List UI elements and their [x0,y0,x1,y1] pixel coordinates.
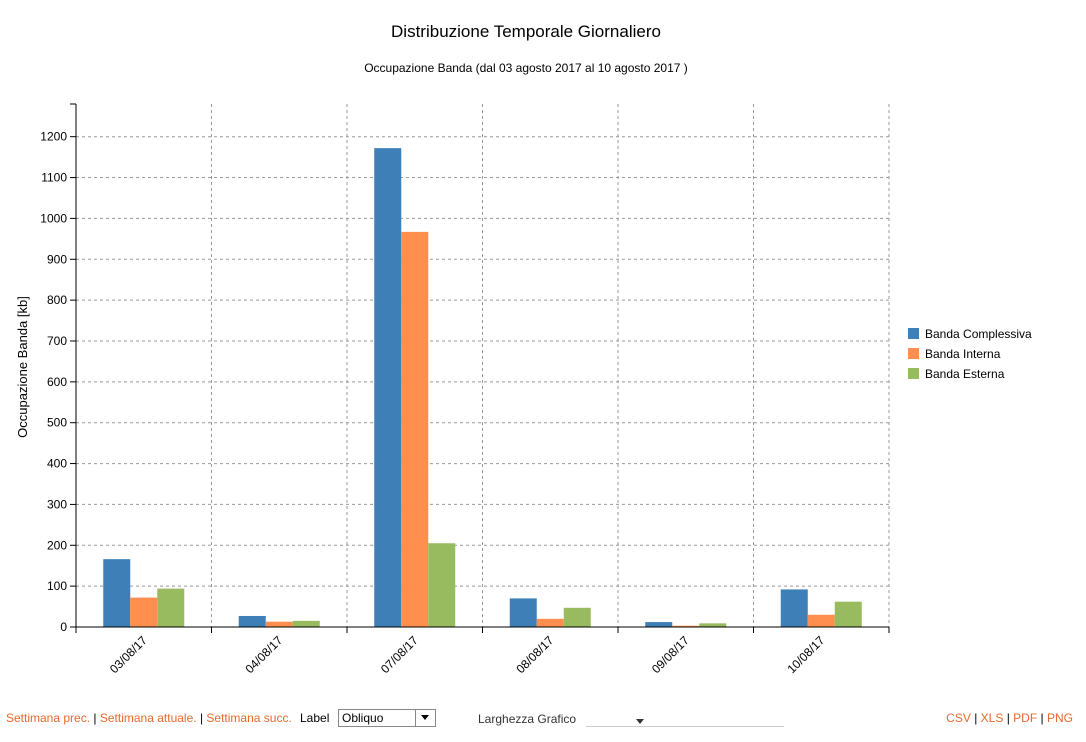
bars [103,148,862,628]
y-tick-label: 500 [47,416,67,430]
bar-09-08-17-banda-esterna [699,623,727,627]
y-tick-label: 800 [47,293,67,307]
x-tick-label: 07/08/17 [378,633,421,676]
bar-03-08-17-banda-complessiva [103,559,131,627]
x-tick-label: 10/08/17 [784,633,827,676]
bar-04-08-17-banda-interna [265,621,293,627]
legend-label: Banda Complessiva [925,327,1032,341]
separator: | [974,711,978,725]
y-tick-label: 400 [47,457,67,471]
bar-08-08-17-banda-interna [536,618,564,627]
bar-08-08-17-banda-complessiva [509,598,537,627]
y-tick-label: 200 [47,538,67,552]
chart-title: Distribuzione Temporale Giornaliero [391,22,661,41]
export-png-link[interactable]: PNG [1046,711,1073,725]
x-tick-label: 03/08/17 [107,633,150,676]
x-tick-label: 09/08/17 [649,633,692,676]
bar-10-08-17-banda-interna [807,614,835,627]
y-tick-label: 1100 [41,171,67,185]
y-tick-label: 600 [47,375,67,389]
separator: | [1006,711,1010,725]
bar-07-08-17-banda-complessiva [374,148,402,628]
y-tick-label: 900 [47,252,67,266]
bar-03-08-17-banda-interna [130,597,158,627]
bar-09-08-17-banda-interna [672,625,700,627]
y-tick-label: 1200 [40,130,67,144]
chevron-down-icon[interactable] [636,719,644,724]
chart-subtitle: Occupazione Banda (dal 03 agosto 2017 al… [364,61,688,75]
prev-week-link[interactable]: Settimana prec. [6,711,91,725]
separator: | [1040,711,1044,725]
chart-width-caption: Larghezza Grafico [478,712,577,726]
y-axis-label: Occupazione Banda [kb] [15,296,30,438]
y-tick-label: 300 [47,497,67,511]
x-tick-label: 08/08/17 [513,633,556,676]
export-links: CSV | XLS | PDF | PNG [946,711,1073,725]
y-tick-label: 700 [47,334,67,348]
bandwidth-chart: Distribuzione Temporale Giornaliero Occu… [15,22,1032,676]
y-tick-label: 0 [60,620,67,634]
bar-09-08-17-banda-complessiva [645,622,673,627]
grid [76,104,890,627]
export-xls-link[interactable]: XLS [980,711,1004,725]
bar-07-08-17-banda-interna [401,231,429,628]
separator: | [199,711,204,725]
label-orientation-value: Obliquo [342,711,384,725]
chevron-down-icon[interactable] [415,710,435,726]
footer-bar: Settimana prec. | Settimana attuale. | S… [0,706,1086,736]
separator: | [93,711,97,725]
legend[interactable]: Banda Complessiva Banda Interna Banda Este… [908,327,1032,381]
chart-width-select[interactable] [586,710,784,727]
y-tick-label: 1000 [40,211,67,225]
legend-label: Banda Interna [925,347,1001,361]
legend-swatch [908,348,919,359]
bar-04-08-17-banda-esterna [292,620,320,627]
legend-swatch [908,328,919,339]
export-csv-link[interactable]: CSV [946,711,971,725]
label-orientation-select[interactable]: Obliquo [338,709,436,727]
bar-10-08-17-banda-complessiva [780,589,808,627]
legend-label: Banda Esterna [925,367,1005,381]
x-tick-label: 04/08/17 [242,633,285,676]
next-week-link[interactable]: Settimana succ. [206,711,292,725]
legend-swatch [908,368,919,379]
bar-08-08-17-banda-esterna [563,607,591,627]
bar-10-08-17-banda-esterna [834,601,862,627]
export-pdf-link[interactable]: PDF [1013,711,1038,725]
current-week-link[interactable]: Settimana attuale. [99,711,197,725]
bar-07-08-17-banda-esterna [428,543,456,627]
y-tick-label: 100 [47,579,67,593]
week-navigation: Settimana prec. | Settimana attuale. | S… [6,711,292,725]
bar-04-08-17-banda-complessiva [238,615,266,627]
label-caption: Label [300,711,330,725]
bar-03-08-17-banda-esterna [157,588,185,627]
